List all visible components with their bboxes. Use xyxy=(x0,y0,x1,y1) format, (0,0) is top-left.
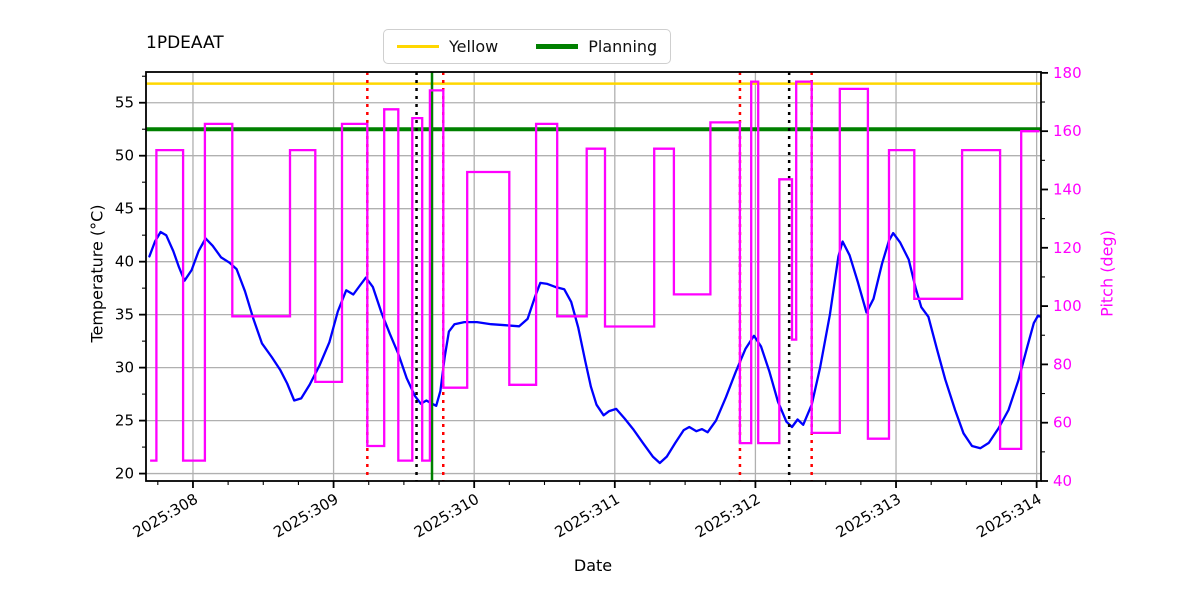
date-tick-label: 2025:314 xyxy=(973,490,1044,542)
date-tick-label: 2025:312 xyxy=(692,490,763,542)
temp-tick-label: 55 xyxy=(115,94,134,112)
date-tick-label: 2025:308 xyxy=(130,490,201,542)
yellow-line-swatch xyxy=(397,45,439,48)
date-tick-label: 2025:311 xyxy=(552,490,623,542)
date-tick-label: 2025:310 xyxy=(411,490,482,542)
tick-labels: 20 25 30 35 40 45 50 55 40 60 80 100 120 140 160 180 202… xyxy=(115,64,1082,542)
x-axis-label-date: Date xyxy=(573,556,613,575)
temp-tick-label: 45 xyxy=(115,200,134,218)
legend-item-planning: Planning xyxy=(536,37,657,56)
planning-line-swatch xyxy=(536,44,579,49)
svg-text:2025:311: 2025:311 xyxy=(552,490,623,542)
svg-text:2025:314: 2025:314 xyxy=(973,490,1044,542)
svg-text:2025:309: 2025:309 xyxy=(270,490,341,542)
temp-tick-label: 30 xyxy=(115,359,134,377)
pitch-tick-label: 160 xyxy=(1053,122,1082,140)
legend-label-yellow: Yellow xyxy=(449,37,499,56)
y-axis-label-temperature: Temperature (°C) xyxy=(87,204,107,343)
y-axis-label-pitch: Pitch (deg) xyxy=(1097,230,1117,317)
pitch-tick-label: 120 xyxy=(1053,239,1082,257)
event-lines xyxy=(366,72,813,481)
legend-item-yellow: Yellow xyxy=(397,37,498,56)
temp-tick-label: 20 xyxy=(115,465,134,483)
svg-text:2025:312: 2025:312 xyxy=(692,490,763,542)
plot-spines xyxy=(145,71,1042,482)
pitch-series xyxy=(150,80,1040,462)
temp-tick-label: 50 xyxy=(115,147,134,165)
date-tick-label: 2025:313 xyxy=(833,490,904,542)
temperature-line xyxy=(148,230,1041,465)
legend-label-planning: Planning xyxy=(588,37,658,56)
pitch-line xyxy=(150,80,1040,462)
pitch-tick-label: 40 xyxy=(1053,472,1072,490)
axis-ticks xyxy=(139,71,1048,488)
temp-tick-label: 35 xyxy=(115,306,134,324)
legend: Yellow Planning xyxy=(383,29,672,64)
chart-title: 1PDEAAT xyxy=(146,33,224,53)
temperature-series xyxy=(148,230,1041,465)
temp-tick-label: 40 xyxy=(115,253,134,271)
temp-tick-label: 25 xyxy=(115,412,134,430)
svg-text:2025:310: 2025:310 xyxy=(411,490,482,542)
svg-text:2025:313: 2025:313 xyxy=(833,490,904,542)
pitch-tick-label: 180 xyxy=(1053,64,1082,82)
pitch-tick-label: 80 xyxy=(1053,355,1072,373)
pitch-tick-label: 140 xyxy=(1053,180,1082,198)
pitch-tick-label: 60 xyxy=(1053,414,1072,432)
date-tick-label: 2025:309 xyxy=(270,490,341,542)
limit-lines xyxy=(146,82,1041,132)
svg-text:2025:308: 2025:308 xyxy=(130,490,201,542)
pitch-tick-label: 100 xyxy=(1053,297,1082,315)
grid-lines xyxy=(146,72,1041,481)
